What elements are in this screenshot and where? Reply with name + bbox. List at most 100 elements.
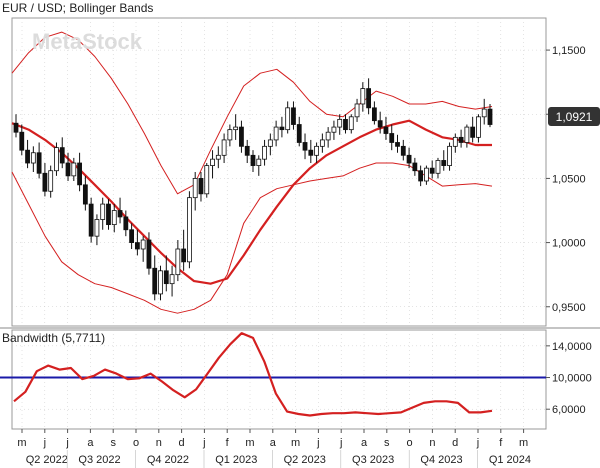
lower-bollinger-band <box>11 162 493 314</box>
month-tick-label: o <box>133 437 139 449</box>
month-tick-label: a <box>87 437 94 449</box>
candle-body <box>487 108 493 125</box>
candle-body <box>48 170 54 192</box>
candle-body <box>100 203 106 220</box>
candle-body <box>25 149 30 164</box>
candle-body <box>192 178 198 199</box>
month-tick-label: o <box>407 437 413 449</box>
month-tick-label: s <box>110 437 116 449</box>
candle-body <box>13 122 19 133</box>
candle-body <box>377 120 383 128</box>
bandwidth-title: Bandwidth (5,7711) <box>2 331 105 345</box>
upper-bollinger-band <box>11 31 493 195</box>
candle-body <box>447 145 452 166</box>
candle-body <box>285 107 291 131</box>
candle-body <box>111 210 117 226</box>
candle-body <box>36 152 42 174</box>
candle-body <box>400 145 406 156</box>
candle-body <box>366 88 372 109</box>
month-tick-label: j <box>65 437 68 449</box>
candle-body <box>435 160 441 174</box>
candle-body <box>296 124 302 143</box>
candle-body <box>476 116 481 138</box>
candle-body <box>123 216 129 231</box>
candle-body <box>314 145 319 156</box>
quarter-label: Q2 2023 <box>284 454 326 466</box>
month-tick-label: d <box>179 437 185 449</box>
candle-body <box>256 158 262 166</box>
month-tick-label: j <box>43 437 46 449</box>
candle-body <box>360 88 366 105</box>
candle-body <box>175 248 181 276</box>
candle-body <box>273 126 279 141</box>
price-panel-frame <box>11 17 547 327</box>
price-y-tick-label: 1,1500 <box>552 45 586 57</box>
month-tick-label: f <box>499 437 503 449</box>
price-y-tick-label: 1,0500 <box>552 173 586 185</box>
candle-body <box>308 149 314 156</box>
candle-body <box>54 147 59 172</box>
price-badge-bg <box>548 107 600 126</box>
month-tick-label: n <box>156 437 162 449</box>
candle-body <box>250 154 256 166</box>
candle-body <box>458 136 464 143</box>
candle-body <box>88 203 94 237</box>
candle-body <box>239 126 244 147</box>
month-tick-label: d <box>452 437 458 449</box>
candle-body <box>227 129 233 141</box>
candle-body <box>424 167 429 182</box>
candle-body <box>395 142 400 147</box>
bandwidth-line <box>13 332 493 417</box>
month-tick-label: m <box>291 437 300 449</box>
month-tick-label: m <box>519 437 528 449</box>
month-tick-label: m <box>17 437 26 449</box>
candle-body <box>152 267 158 295</box>
bw-y-tick-label: 6,0000 <box>552 404 586 416</box>
month-tick-label: j <box>316 437 319 449</box>
candle-body <box>42 172 48 192</box>
bw-y-tick-label: 10,0000 <box>552 373 592 385</box>
candle-body <box>129 229 135 243</box>
candle-body <box>19 131 25 151</box>
candle-body <box>233 126 239 131</box>
candle-body <box>337 118 343 128</box>
month-tick-label: s <box>384 437 390 449</box>
bandwidth-panel-frame <box>11 329 547 430</box>
month-tick-label: a <box>270 437 277 449</box>
price-badge-text: 1,0921 <box>556 110 593 124</box>
candle-body <box>30 152 36 164</box>
price-y-tick-label: 0,9500 <box>552 302 586 314</box>
candle-body <box>210 158 215 166</box>
candle-body <box>71 162 77 177</box>
quarter-label: Q2 2022 <box>26 454 68 466</box>
candle-body <box>412 162 418 172</box>
candle-body <box>441 160 447 166</box>
middle-bollinger-band <box>11 119 492 285</box>
quarter-label: Q1 2023 <box>215 454 257 466</box>
candle-body <box>383 126 389 134</box>
quarter-label: Q1 2024 <box>489 454 531 466</box>
candle-body <box>181 248 187 263</box>
candle-body <box>82 184 88 205</box>
candle-body <box>481 108 487 118</box>
bw-y-tick-label: 14,0000 <box>552 341 592 353</box>
quarter-label: Q4 2022 <box>147 454 189 466</box>
candle-body <box>117 210 123 218</box>
candle-body <box>94 219 100 237</box>
candle-body <box>470 126 476 138</box>
candle-body <box>221 139 227 156</box>
candle-body <box>59 147 65 164</box>
candle-body <box>204 165 210 195</box>
candle-body <box>343 118 348 131</box>
candle-body <box>262 145 267 160</box>
month-tick-label: a <box>361 437 368 449</box>
price-y-tick-label: 1,0000 <box>552 238 586 250</box>
candle-body <box>267 139 273 147</box>
candle-body <box>169 274 175 285</box>
candle-body <box>134 242 140 250</box>
candle-body <box>429 167 435 174</box>
month-tick-label: f <box>226 437 230 449</box>
candle-body <box>140 239 146 250</box>
candle-body <box>348 116 354 131</box>
